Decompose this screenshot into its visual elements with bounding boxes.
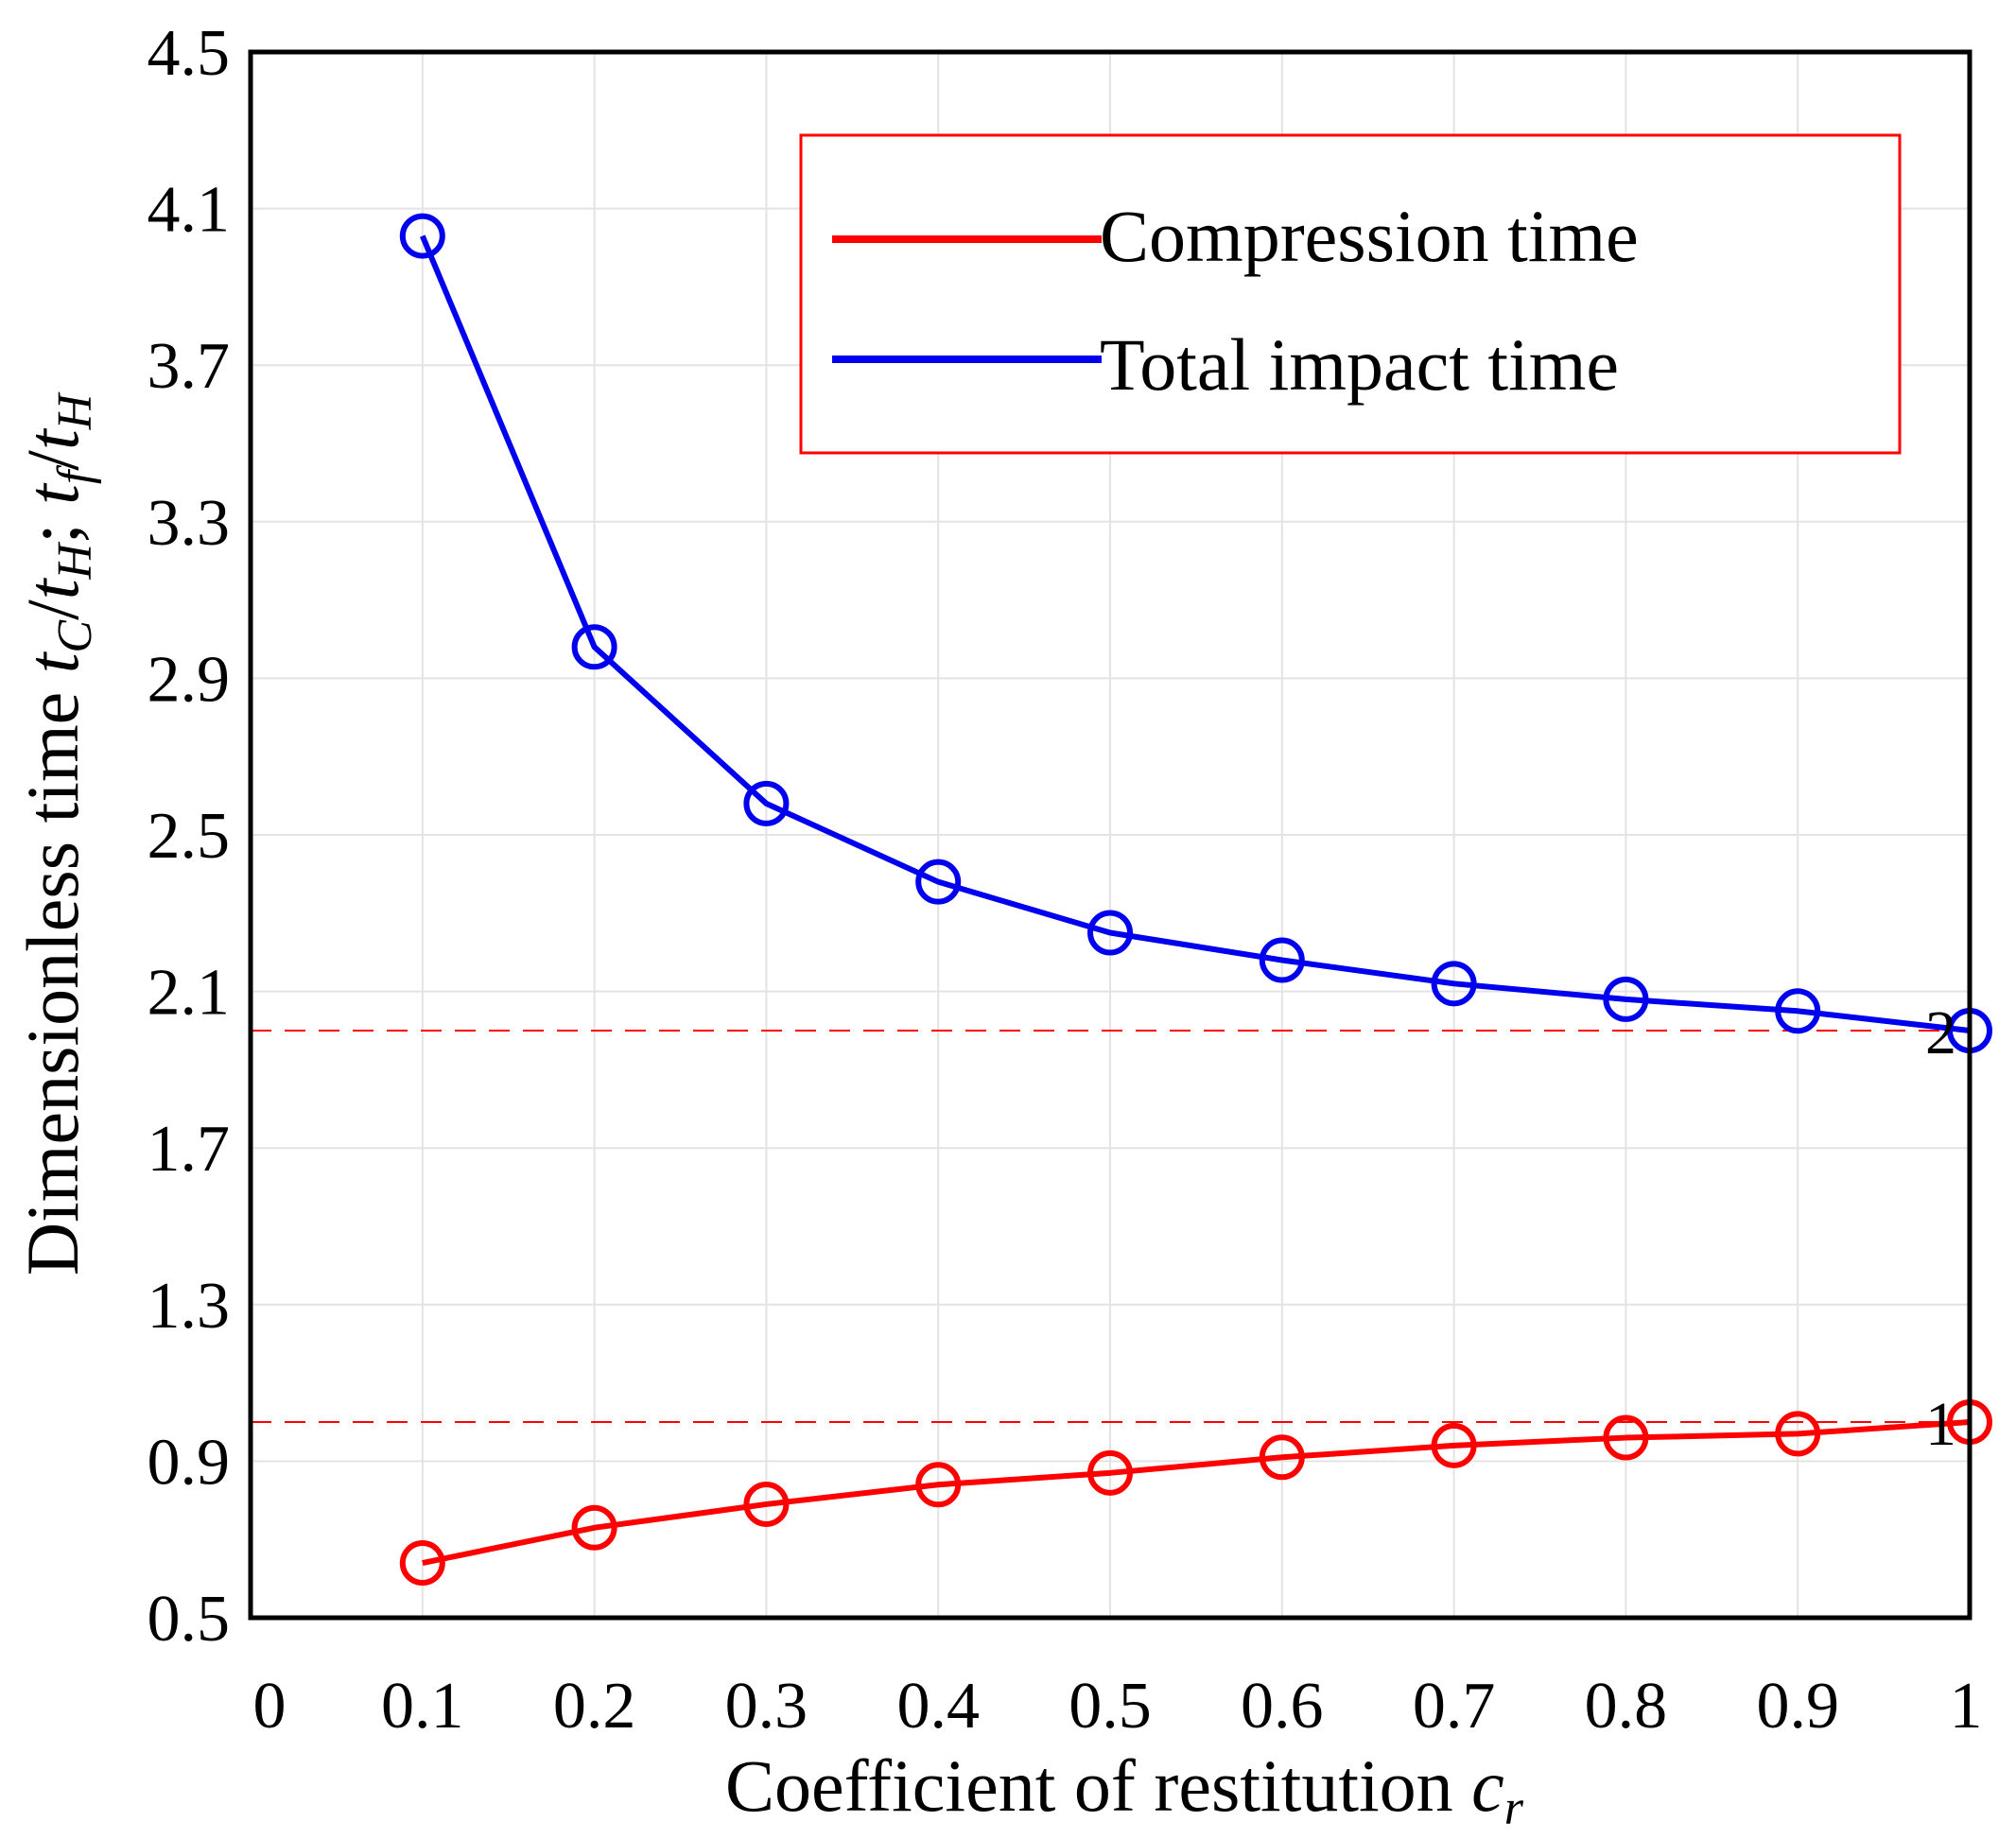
y-tick-label-0: 0.5 <box>148 1583 231 1656</box>
x-tick-label-4: 0.4 <box>896 1670 980 1743</box>
data-point-0-8 <box>1775 1411 1821 1457</box>
y-title-s2: H <box>48 542 102 581</box>
y-tick-label-9: 4.1 <box>148 174 231 247</box>
x-tick-label-2: 0.2 <box>553 1670 636 1743</box>
data-point-1-7 <box>1603 976 1649 1022</box>
x-tick-label-8: 0.8 <box>1585 1670 1668 1743</box>
y-tick-label-8: 3.7 <box>148 330 231 403</box>
data-point-1-3 <box>915 859 962 905</box>
x-tick-labels: 0 0.1 0.2 0.3 0.4 0.5 0.6 0.7 0.8 0.9 1 <box>253 1670 1983 1743</box>
data-point-1-1 <box>571 624 617 670</box>
data-point-0-3 <box>915 1462 962 1508</box>
y-tick-label-7: 3.3 <box>148 487 231 560</box>
y-tick-label-5: 2.5 <box>148 800 231 873</box>
y-title-t3: t <box>11 482 94 505</box>
data-point-1-0 <box>399 213 445 259</box>
data-point-0-7 <box>1603 1414 1649 1461</box>
y-title-s1: C <box>48 619 102 653</box>
data-point-0-5 <box>1259 1434 1305 1481</box>
data-point-1-6 <box>1431 961 1477 1007</box>
y-title-t2: t <box>11 577 94 599</box>
y-axis-title: Dimensionless time tC/tH; tf/tH <box>11 391 102 1275</box>
y-tick-label-4: 2.1 <box>148 957 231 1030</box>
x-tick-label-6: 0.6 <box>1241 1670 1324 1743</box>
x-tick-label-3: 0.3 <box>725 1670 808 1743</box>
data-point-0-4 <box>1087 1449 1133 1496</box>
y-title-t4: t <box>11 427 94 450</box>
plot-frame <box>248 49 1973 1621</box>
y-tick-label-6: 2.9 <box>148 643 231 716</box>
y-tick-label-3: 1.7 <box>148 1113 231 1186</box>
data-point-1-4 <box>1087 910 1133 956</box>
y-tick-label-10: 4.5 <box>148 17 231 90</box>
reference-label-2: 2 <box>1925 998 1956 1067</box>
legend-box <box>799 133 1902 455</box>
legend-label-total: Total impact time <box>1100 323 1619 406</box>
data-point-1-8 <box>1775 988 1821 1034</box>
x-tick-label-10: 1 <box>1950 1670 1983 1743</box>
y-title-m2: / <box>11 450 94 471</box>
y-title-m1: / <box>11 599 94 620</box>
data-point-0-2 <box>743 1481 790 1527</box>
x-axis-title-sub: r <box>1504 1781 1524 1835</box>
series-1 <box>399 213 1992 1053</box>
y-tick-label-1: 0.9 <box>148 1426 231 1499</box>
y-title-t1: t <box>11 651 94 673</box>
x-axis-title: Coefficient of restitution cr <box>725 1744 1524 1835</box>
legend-label-compression: Compression time <box>1100 195 1639 277</box>
y-tick-labels: 0.5 0.9 1.3 1.7 2.1 2.5 2.9 3.3 3.7 4.1 4.5 <box>148 17 231 1656</box>
series-line-0 <box>422 1419 1971 1566</box>
series-0 <box>399 1399 1992 1587</box>
y-title-sep: ; <box>11 505 94 544</box>
legend: Compression time Total impact time <box>799 133 1902 455</box>
data-point-0-0 <box>399 1540 445 1587</box>
data-point-1-5 <box>1259 937 1305 983</box>
x-tick-label-7: 0.7 <box>1413 1670 1496 1743</box>
x-axis-title-var: c <box>1471 1744 1504 1827</box>
x-tick-label-1: 0.1 <box>381 1670 464 1743</box>
x-tick-label-5: 0.5 <box>1069 1670 1152 1743</box>
reference-labels: 12 <box>1925 998 1956 1459</box>
series-line-1 <box>420 234 1971 1033</box>
x-tick-label-0: 0 <box>253 1670 287 1743</box>
x-tick-label-9: 0.9 <box>1756 1670 1839 1743</box>
y-title-s4: H <box>48 391 102 430</box>
reference-lines <box>251 1030 1970 1423</box>
data-point-0-1 <box>571 1504 617 1551</box>
data-point-1-2 <box>743 780 790 826</box>
y-title-prefix: Dimensionless time <box>11 673 94 1275</box>
reference-label-1: 1 <box>1925 1390 1956 1459</box>
x-axis-title-text: Coefficient of restitution <box>725 1744 1453 1827</box>
y-tick-label-2: 1.3 <box>148 1270 231 1343</box>
data-point-0-6 <box>1431 1422 1477 1468</box>
